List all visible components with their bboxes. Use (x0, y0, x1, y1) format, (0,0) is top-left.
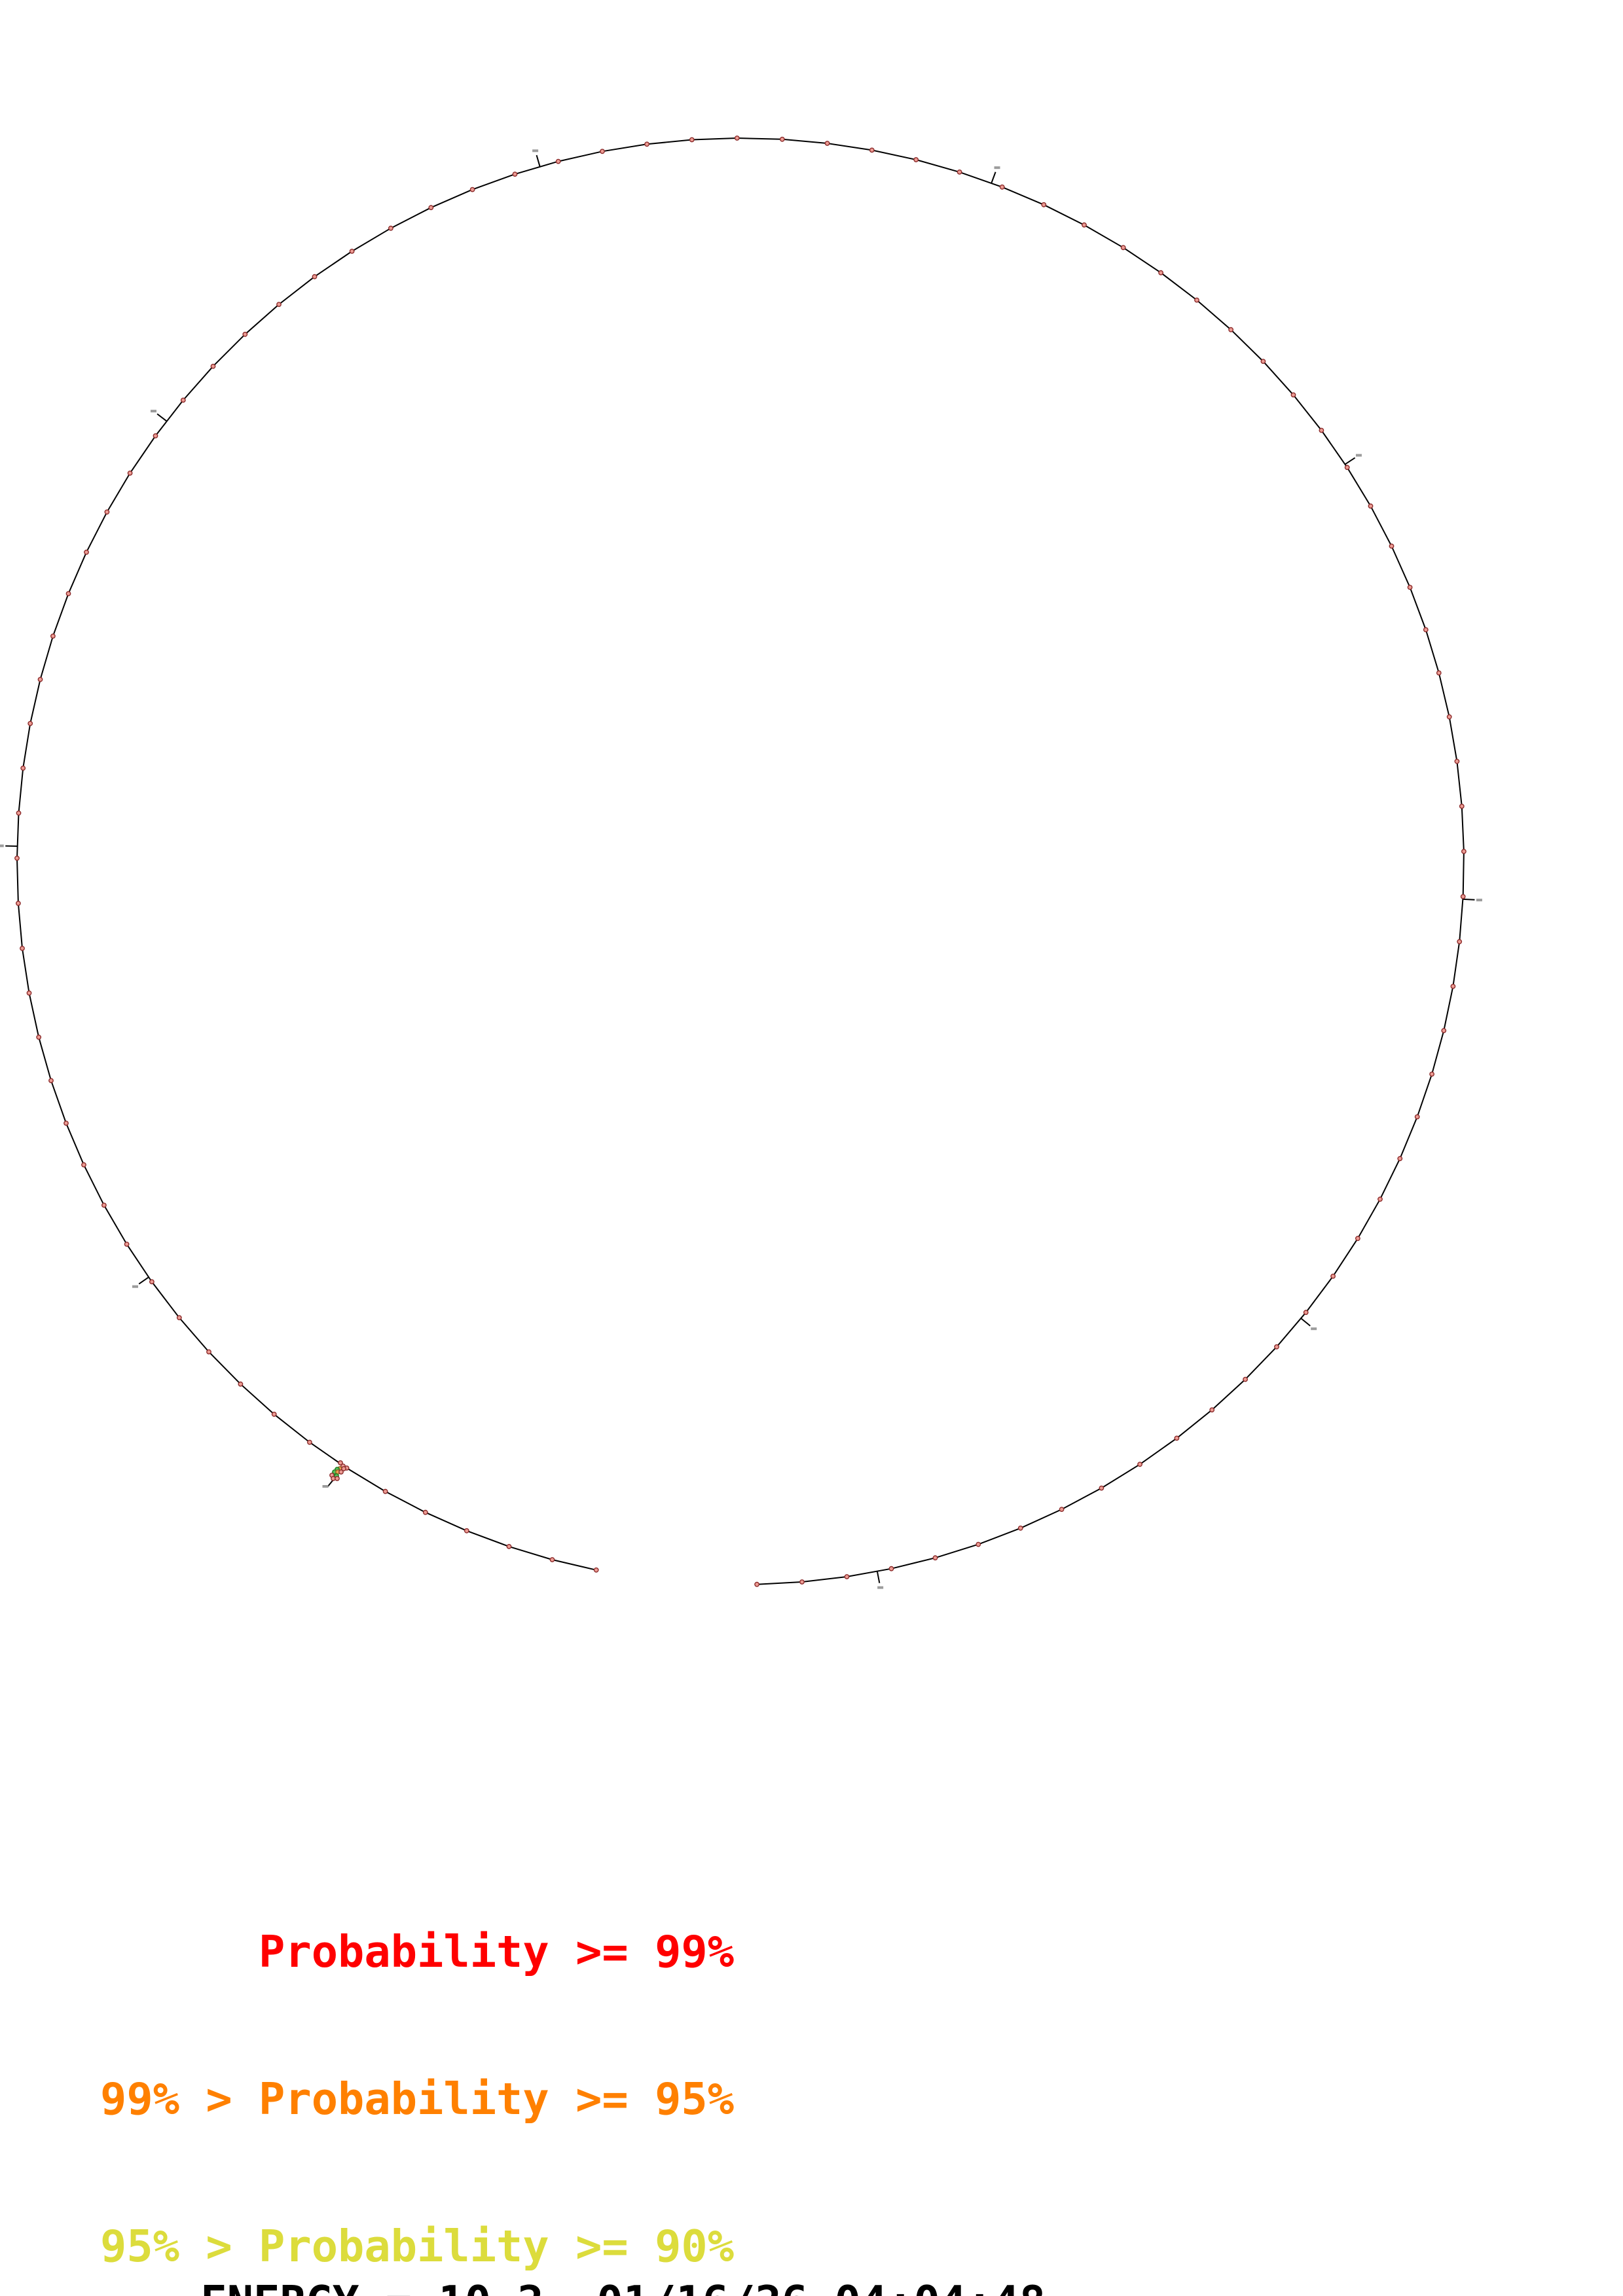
timestamp: 01/16/26 04:04:48 (596, 2276, 1046, 2296)
legend-row-p99: Probability >= 99% (259, 1926, 735, 1977)
energy-value: ENERGY = 10.2 (200, 2276, 543, 2296)
status-line: ENERGY = 10.2 01/16/26 04:04:48 (95, 2229, 1046, 2296)
probability-legend: Probability >= 99% 99% > Probability >= … (100, 1829, 734, 2296)
legend-row-95-90: 95% > Probability >= 90% (100, 2221, 735, 2272)
legend-row-99-95: 99% > Probability >= 95% (100, 2073, 735, 2125)
